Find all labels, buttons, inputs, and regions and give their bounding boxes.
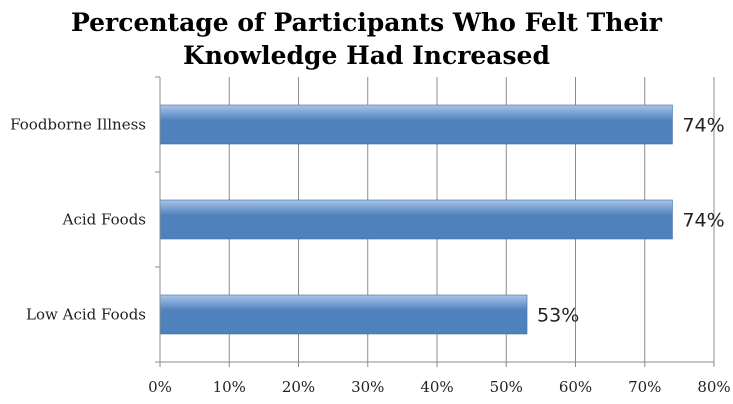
x-tick-label-4: 40% [420,378,453,396]
chart-title-line-1: Percentage of Participants Who Felt Thei… [71,8,662,37]
category-label-2: Acid Foods [62,211,146,229]
chart-title-line-2: Knowledge Had Increased [183,41,550,70]
data-label-3: 53% [537,305,579,327]
category-label-1: Foodborne Illness [10,116,146,134]
axes [155,76,715,367]
data-label-2: 74% [682,210,724,232]
x-tick-label-2: 20% [282,378,315,396]
bars [159,104,673,335]
x-tick-label-0: 0% [148,378,172,396]
category-label-3: Low Acid Foods [26,306,146,324]
x-tick-label-8: 80% [697,378,730,396]
labels: 0% 10% 20% 30% 40% 50% 60% 70% 80% Foodborne Illn… [10,115,731,397]
data-label-1: 74% [682,115,724,137]
x-tick-label-3: 30% [351,378,384,396]
bar-3 [159,294,528,335]
x-tick-label-7: 70% [628,378,661,396]
x-tick-label-5: 50% [490,378,523,396]
bar-2 [159,199,673,240]
chart-title: Percentage of Participants Who Felt Thei… [0,6,733,72]
x-tick-label-1: 10% [213,378,246,396]
x-tick-label-6: 60% [559,378,592,396]
bar-1 [159,104,673,145]
